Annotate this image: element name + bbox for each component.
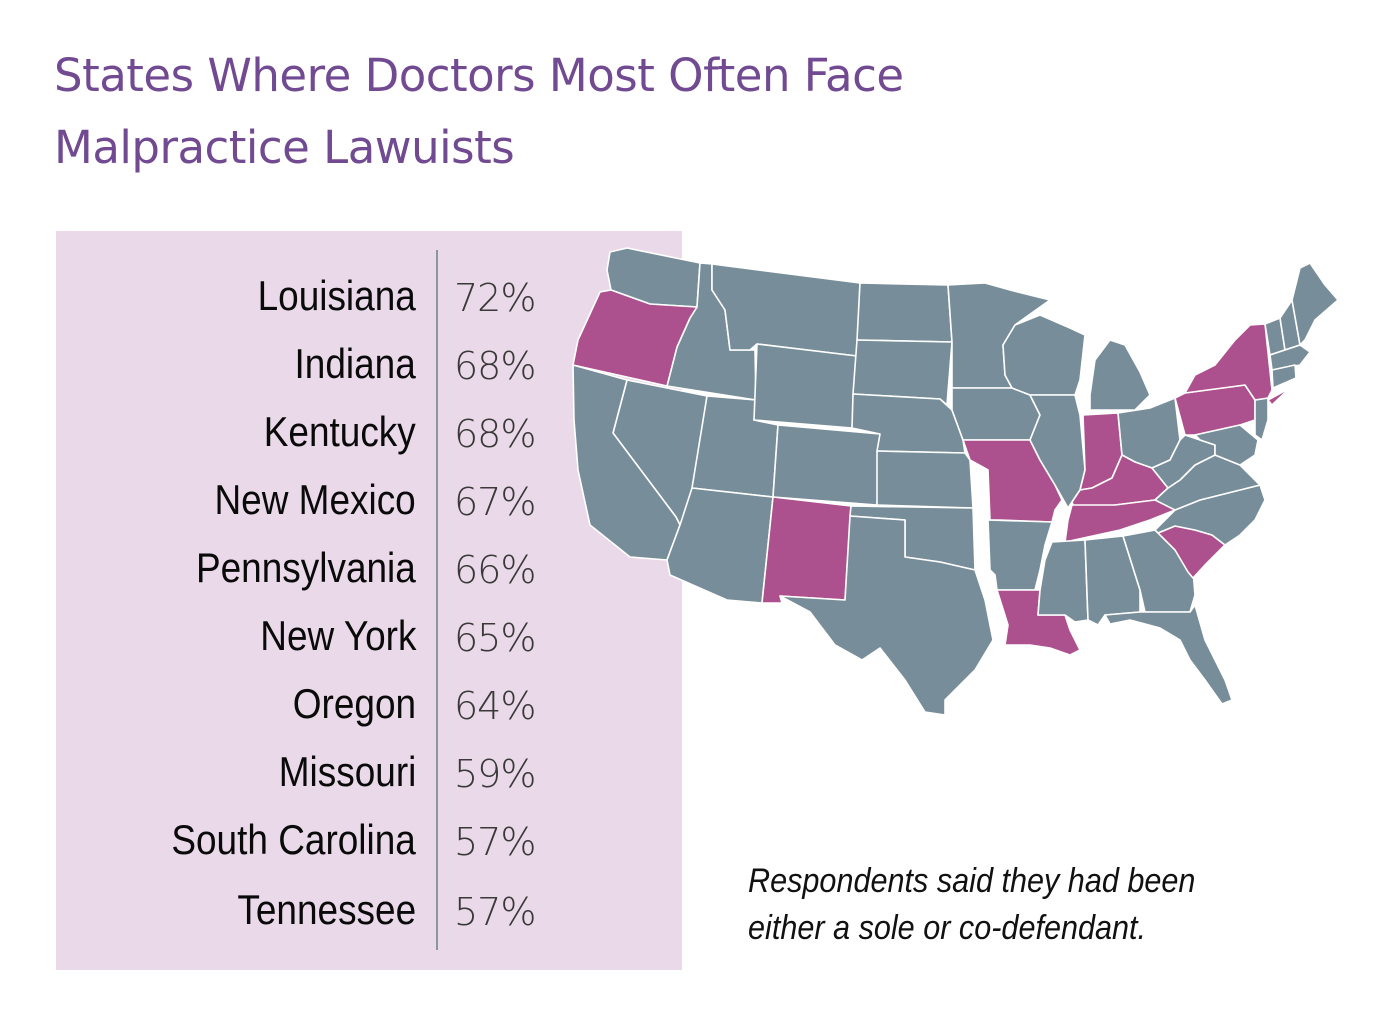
percent-value: 57% bbox=[454, 890, 536, 934]
state-iowa bbox=[951, 387, 1041, 441]
state-texas bbox=[779, 515, 994, 716]
state-label: Louisiana bbox=[257, 272, 416, 319]
ranking-row: Indiana 68% bbox=[56, 330, 656, 398]
ranking-row: Kentucky 68% bbox=[56, 398, 656, 466]
ranking-row: Tennessee 57% bbox=[56, 876, 656, 944]
state-label: Pennsylvania bbox=[196, 544, 416, 591]
footnote-line-2: either a sole or co-defendant. bbox=[748, 909, 1147, 947]
us-map bbox=[572, 247, 1339, 716]
footnote: Respondents said they had been either a … bbox=[748, 858, 1195, 952]
ranking-row: Missouri 59% bbox=[56, 738, 656, 806]
state-colorado bbox=[772, 424, 881, 506]
state-illinois bbox=[1029, 394, 1086, 509]
state-montana bbox=[711, 263, 861, 357]
column-divider bbox=[436, 250, 438, 950]
percent-value: 72% bbox=[454, 276, 536, 320]
percent-value: 68% bbox=[454, 344, 536, 388]
state-maine bbox=[1291, 262, 1339, 346]
percent-value: 64% bbox=[454, 684, 536, 728]
state-label: Indiana bbox=[294, 340, 416, 387]
footnote-line-1: Respondents said they had been bbox=[748, 862, 1196, 900]
ranking-row: Oregon 64% bbox=[56, 670, 656, 738]
state-wyoming bbox=[753, 343, 858, 429]
percent-value: 65% bbox=[454, 616, 536, 660]
chart-title: States Where Doctors Most Often Face Mal… bbox=[54, 40, 904, 184]
state-florida bbox=[1104, 604, 1233, 705]
state-new-mexico bbox=[761, 496, 852, 604]
percent-value: 59% bbox=[454, 752, 536, 796]
state-label: Tennessee bbox=[237, 886, 416, 933]
state-kansas bbox=[876, 450, 974, 509]
state-wisconsin bbox=[1002, 314, 1086, 396]
state-north-dakota bbox=[856, 282, 953, 343]
ranking-row: Pennsylvania 66% bbox=[56, 534, 656, 602]
state-michigan bbox=[1089, 339, 1151, 411]
state-label: Oregon bbox=[292, 680, 416, 727]
state-connecticut bbox=[1271, 364, 1297, 389]
percent-value: 67% bbox=[454, 480, 536, 524]
state-label: New Mexico bbox=[214, 476, 416, 523]
state-label: Missouri bbox=[278, 748, 416, 795]
ranking-row: New York 65% bbox=[56, 602, 656, 670]
state-mississippi bbox=[1037, 539, 1089, 623]
ranking-row: Louisiana 72% bbox=[56, 262, 656, 330]
percent-value: 57% bbox=[454, 820, 536, 864]
state-new-jersey bbox=[1254, 397, 1269, 441]
percent-value: 66% bbox=[454, 548, 536, 592]
percent-value: 68% bbox=[454, 412, 536, 456]
ranking-row: New Mexico 67% bbox=[56, 466, 656, 534]
title-line-1: States Where Doctors Most Often Face bbox=[54, 49, 904, 102]
state-massachusetts bbox=[1269, 344, 1311, 371]
state-label: Kentucky bbox=[263, 408, 416, 455]
ranking-row: South Carolina 57% bbox=[56, 806, 656, 874]
state-label: South Carolina bbox=[171, 816, 416, 863]
state-tennessee bbox=[1064, 495, 1186, 543]
title-line-2: Malpractice Lawuists bbox=[54, 121, 515, 174]
state-maryland bbox=[1194, 424, 1259, 466]
state-oregon bbox=[572, 289, 698, 387]
state-label: New York bbox=[259, 612, 416, 659]
